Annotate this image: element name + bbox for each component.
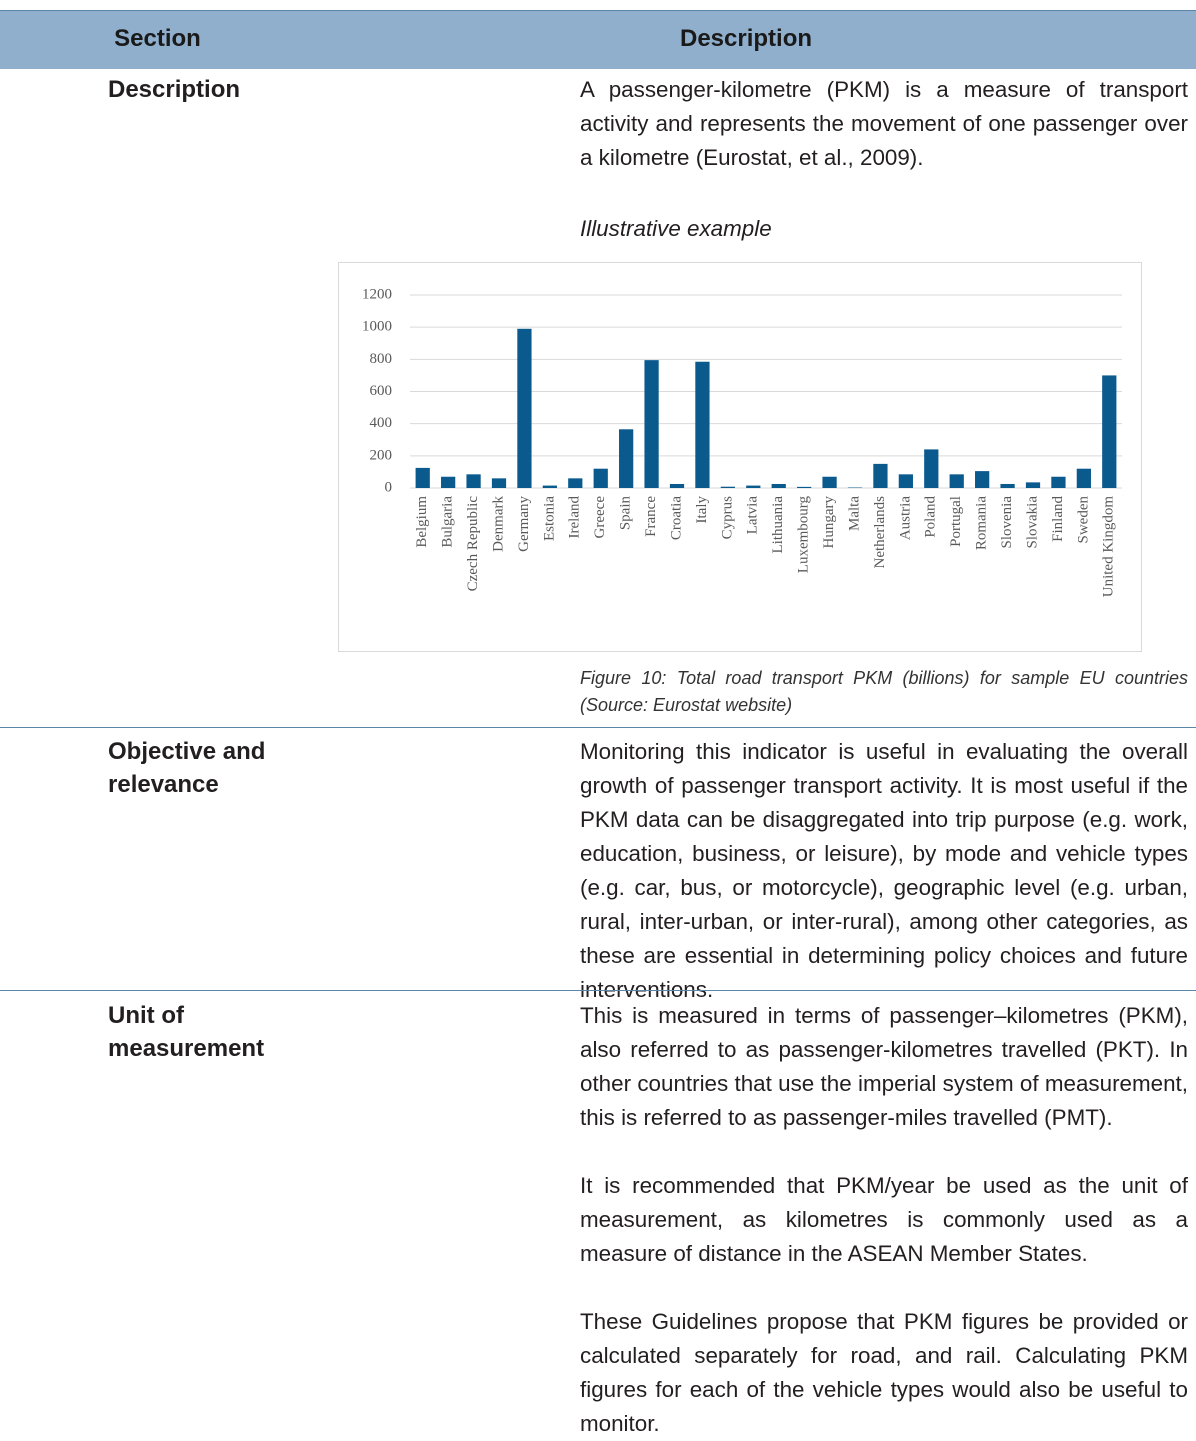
- section-label: Description: [108, 73, 333, 106]
- bar: [797, 487, 811, 488]
- y-tick-label: 400: [370, 415, 393, 431]
- bar: [924, 449, 938, 488]
- y-tick-label: 1000: [362, 319, 392, 335]
- x-tick-label: Cyprus: [719, 496, 735, 540]
- bar: [721, 487, 735, 488]
- x-tick-label: Latvia: [745, 496, 761, 535]
- section-label: Unit of measurement: [108, 999, 333, 1065]
- bar: [899, 474, 913, 488]
- y-tick-label: 0: [385, 479, 393, 495]
- bar: [517, 329, 531, 488]
- x-tick-label: Austria: [897, 496, 913, 541]
- description-text: Monitoring this indicator is useful in e…: [580, 735, 1188, 1007]
- y-tick-label: 600: [370, 383, 393, 399]
- header-cell: Description: [580, 10, 912, 68]
- x-tick-label: Poland: [923, 496, 939, 538]
- bar: [416, 468, 430, 488]
- bar: [873, 464, 887, 488]
- bar: [619, 429, 633, 488]
- x-tick-label: Czech Republic: [465, 496, 481, 592]
- x-tick-label: Greece: [592, 496, 608, 539]
- bar: [950, 474, 964, 488]
- example-heading: Illustrative example: [580, 212, 772, 246]
- x-tick-label: Finland: [1050, 496, 1066, 542]
- bar: [695, 362, 709, 488]
- paragraph: This is measured in terms of passenger–k…: [580, 999, 1188, 1135]
- x-tick-label: Hungary: [821, 496, 837, 549]
- chart-frame: [339, 263, 1142, 652]
- x-tick-label: Ireland: [567, 496, 583, 539]
- bar: [543, 486, 557, 488]
- x-tick-label: Romania: [974, 496, 990, 550]
- x-tick-label: Portugal: [948, 496, 964, 547]
- page: {"table": { "header": ["Section", "Descr…: [0, 0, 1196, 1411]
- bar: [746, 486, 760, 488]
- bar: [466, 474, 480, 488]
- x-tick-label: Lithuania: [770, 496, 786, 554]
- row-separator: [0, 727, 1196, 728]
- x-tick-label: Estonia: [541, 496, 557, 541]
- bar: [822, 477, 836, 488]
- header-cell: Section: [60, 10, 255, 68]
- row-separator: [0, 990, 1196, 991]
- bar: [772, 484, 786, 488]
- y-tick-label: 800: [370, 351, 393, 367]
- x-tick-label: United Kingdom: [1101, 496, 1117, 598]
- x-tick-label: Sweden: [1075, 496, 1091, 544]
- figure-caption: Figure 10: Total road transport PKM (bil…: [580, 665, 1188, 719]
- x-tick-label: Germany: [516, 496, 532, 552]
- bar: [594, 469, 608, 488]
- x-tick-label: Luxembourg: [796, 496, 812, 574]
- chart: 0 200 400 600 800 1000 1200 Belgium Bulgaria Czec…: [338, 262, 1142, 652]
- y-tick-label: 1200: [362, 286, 392, 302]
- bar: [975, 471, 989, 488]
- x-tick-label: Spain: [618, 496, 634, 531]
- paragraph: It is recommended that PKM/year be used …: [580, 1169, 1188, 1271]
- x-tick-label: Italy: [694, 496, 710, 524]
- bar: [1000, 484, 1014, 488]
- bar: [1026, 482, 1040, 488]
- bar: [670, 484, 684, 488]
- bar: [441, 477, 455, 488]
- y-tick-label: 200: [370, 447, 393, 463]
- bar: [492, 478, 506, 488]
- x-tick-label: Denmark: [490, 496, 506, 552]
- bar: [1077, 469, 1091, 488]
- x-tick-label: Slovenia: [999, 496, 1015, 549]
- paragraph: Monitoring this indicator is useful in e…: [580, 735, 1188, 1007]
- paragraph: A passenger-kilometre (PKM) is a measure…: [580, 73, 1188, 175]
- bar: [568, 478, 582, 488]
- x-tick-label: Belgium: [414, 496, 430, 548]
- description-text: A passenger-kilometre (PKM) is a measure…: [580, 73, 1188, 175]
- x-tick-label: Malta: [846, 496, 862, 531]
- description-text: This is measured in terms of passenger–k…: [580, 999, 1188, 1441]
- x-tick-label: Croatia: [668, 496, 684, 540]
- x-tick-label: Netherlands: [872, 496, 888, 569]
- x-tick-label: France: [643, 496, 659, 537]
- x-tick-label: Bulgaria: [440, 496, 456, 548]
- bar: [644, 360, 658, 488]
- x-tick-label: Slovakia: [1024, 496, 1040, 549]
- bar: [1102, 375, 1116, 488]
- section-label: Objective and relevance: [108, 735, 333, 801]
- bar: [1051, 477, 1065, 488]
- paragraph: These Guidelines propose that PKM figure…: [580, 1305, 1188, 1441]
